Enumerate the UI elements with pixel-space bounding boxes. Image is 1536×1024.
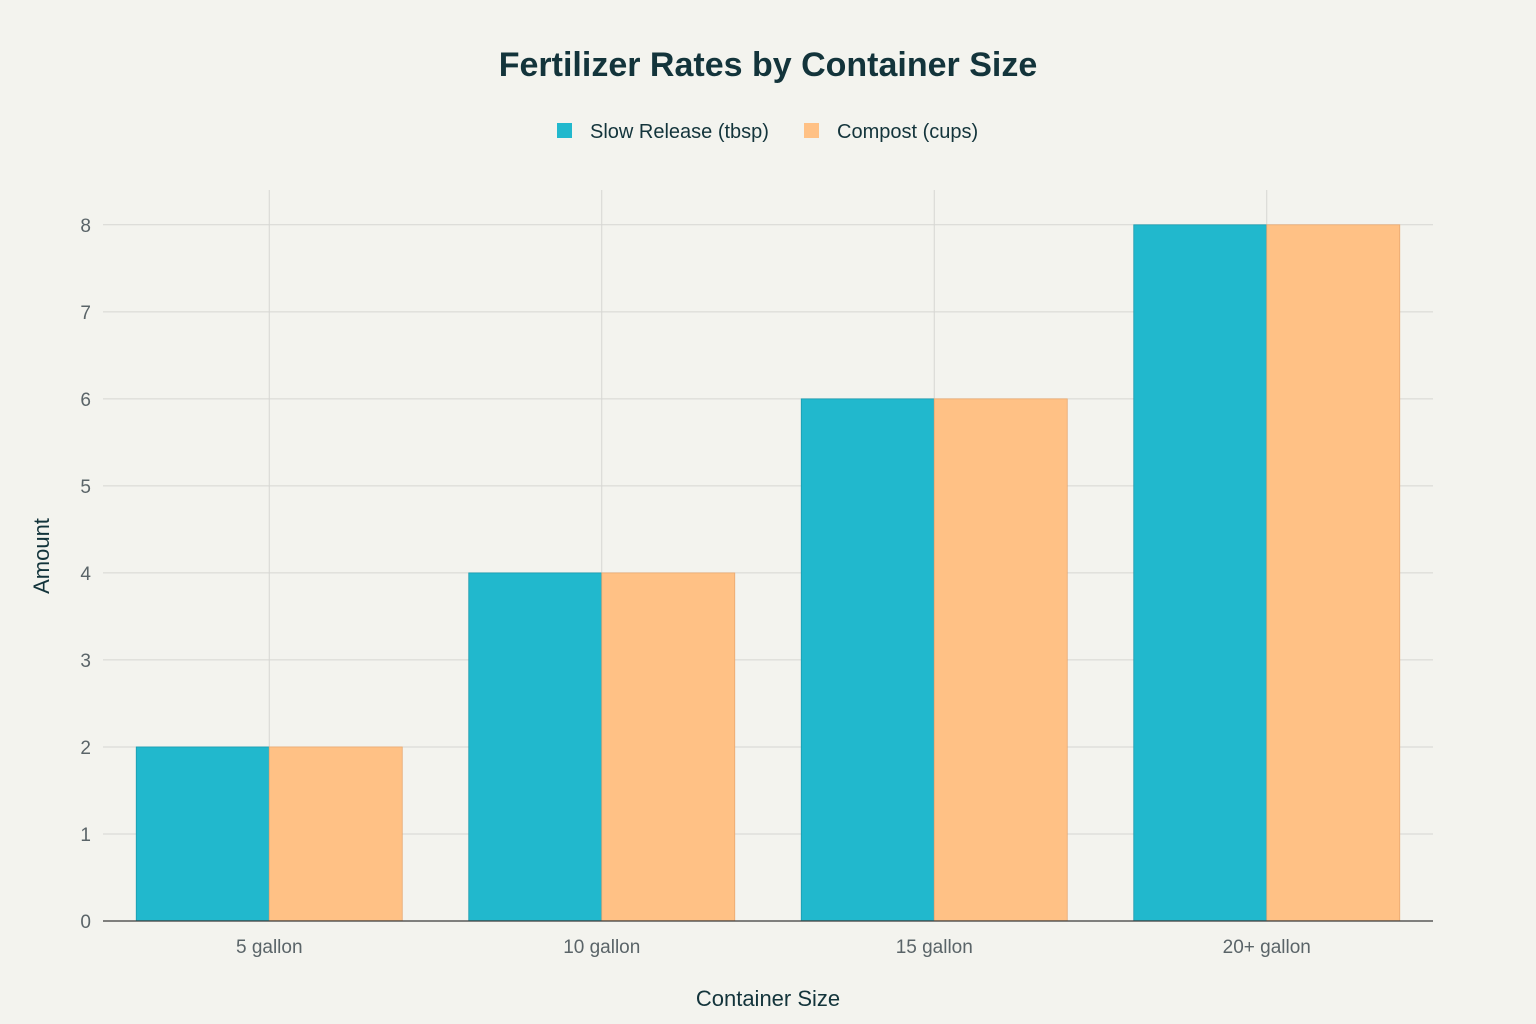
bar-compost <box>601 572 736 922</box>
y-tick-label: 8 <box>80 216 91 237</box>
bars <box>135 224 1401 922</box>
bar-slow-release <box>1133 224 1268 922</box>
vertical-gridlines <box>268 190 1268 921</box>
bar-compost <box>933 398 1068 922</box>
y-tick-label: 0 <box>80 912 91 933</box>
legend-swatch <box>557 123 572 138</box>
x-tick-label: 5 gallon <box>236 937 303 958</box>
y-tick-labels: 0 1 2 3 4 5 6 7 8 <box>80 216 91 933</box>
legend-label: Slow Release (tbsp) <box>590 121 769 143</box>
legend-swatch <box>804 123 819 138</box>
bar-slow-release <box>468 572 603 922</box>
bar-slow-release <box>800 398 935 922</box>
legend: Slow Release (tbsp) Compost (cups) <box>557 121 978 143</box>
bar-compost <box>268 746 403 922</box>
legend-label: Compost (cups) <box>837 121 978 143</box>
chart-title: Fertilizer Rates by Container Size <box>499 46 1038 84</box>
x-tick-label: 15 gallon <box>896 937 973 958</box>
bar-slow-release <box>135 746 270 922</box>
y-tick-label: 2 <box>80 738 91 759</box>
x-tick-label: 10 gallon <box>563 937 640 958</box>
y-tick-label: 1 <box>80 825 91 846</box>
x-tick-label: 20+ gallon <box>1223 937 1311 958</box>
bar-compost <box>1266 224 1401 922</box>
y-tick-label: 4 <box>80 564 91 585</box>
y-tick-label: 3 <box>80 651 91 672</box>
y-tick-label: 6 <box>80 390 91 411</box>
x-tick-labels: 5 gallon 10 gallon 15 gallon 20+ gallon <box>236 937 1311 958</box>
x-axis-label: Container Size <box>696 986 840 1011</box>
y-axis-label: Amount <box>29 518 54 594</box>
y-tick-label: 7 <box>80 303 91 324</box>
y-tick-label: 5 <box>80 477 91 498</box>
